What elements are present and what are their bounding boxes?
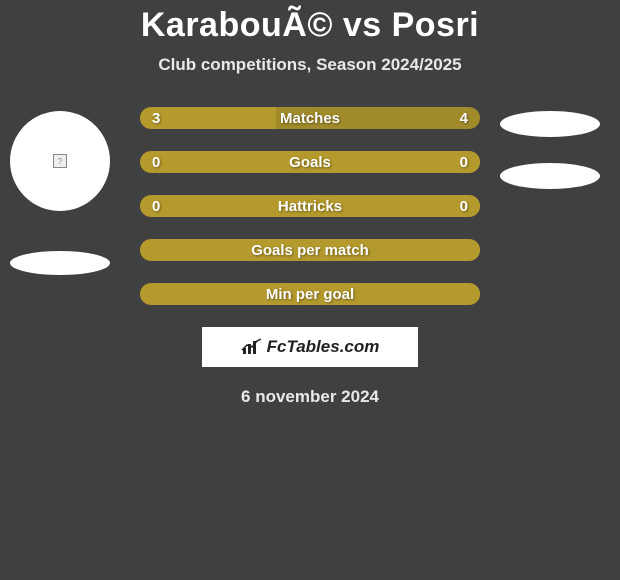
player-left-column: ? bbox=[10, 107, 110, 275]
brand-text: FcTables.com bbox=[267, 337, 380, 357]
date-line: 6 november 2024 bbox=[0, 387, 620, 407]
stat-label: Goals bbox=[140, 154, 480, 171]
stat-bar: Min per goal bbox=[140, 283, 480, 305]
stat-label: Min per goal bbox=[140, 286, 480, 303]
stat-label: Hattricks bbox=[140, 198, 480, 215]
player-right-column bbox=[500, 107, 600, 189]
stat-bar: Goals per match bbox=[140, 239, 480, 261]
stat-value-right: 0 bbox=[460, 154, 468, 171]
player-left-avatar: ? bbox=[10, 111, 110, 211]
stat-bar: 0Goals0 bbox=[140, 151, 480, 173]
player-right-shadow-2 bbox=[500, 163, 600, 189]
stats-bar-group: 3Matches40Goals00Hattricks0Goals per mat… bbox=[140, 107, 480, 305]
player-left-shadow bbox=[10, 251, 110, 275]
placeholder-image-icon: ? bbox=[53, 154, 67, 168]
stat-value-right: 0 bbox=[460, 198, 468, 215]
page-title: KarabouÃ© vs Posri bbox=[0, 0, 620, 45]
comparison-content: ? 3Matches40Goals00Hattricks0Goals per m… bbox=[0, 107, 620, 305]
brand-box: FcTables.com bbox=[202, 327, 418, 367]
subtitle: Club competitions, Season 2024/2025 bbox=[0, 55, 620, 75]
stat-value-right: 4 bbox=[460, 110, 468, 127]
brand-chart-icon bbox=[241, 338, 263, 356]
stat-label: Goals per match bbox=[140, 242, 480, 259]
player-right-shadow-1 bbox=[500, 111, 600, 137]
stat-label: Matches bbox=[140, 110, 480, 127]
stat-bar: 0Hattricks0 bbox=[140, 195, 480, 217]
stat-bar: 3Matches4 bbox=[140, 107, 480, 129]
